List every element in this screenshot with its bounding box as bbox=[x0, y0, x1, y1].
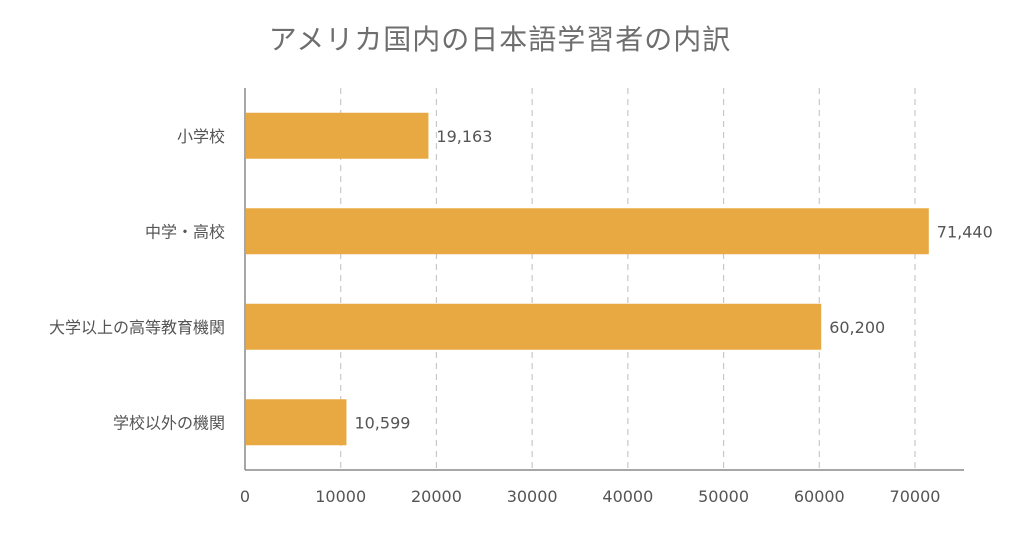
category-label: 小学校 bbox=[177, 127, 225, 146]
x-tick-label: 10000 bbox=[315, 487, 366, 506]
x-tick-label: 50000 bbox=[698, 487, 749, 506]
category-label: 学校以外の機関 bbox=[113, 413, 225, 432]
x-tick-label: 20000 bbox=[411, 487, 462, 506]
bar bbox=[246, 112, 429, 159]
data-label: 71,440 bbox=[937, 222, 993, 241]
chart-title: アメリカ国内の日本語学習者の内訳 bbox=[268, 23, 732, 56]
bar bbox=[246, 303, 822, 350]
x-tick-label: 70000 bbox=[890, 487, 941, 506]
grid-layer bbox=[340, 88, 916, 470]
x-tick-label: 30000 bbox=[507, 487, 558, 506]
category-label: 大学以上の高等教育機関 bbox=[49, 318, 225, 337]
bar bbox=[246, 208, 929, 255]
label-layer: 0 10000 20000 30000 40000 50000 60000 70000 小学校 1… bbox=[49, 127, 993, 506]
bar bbox=[246, 399, 347, 446]
bar-layer bbox=[246, 112, 929, 446]
axis-layer bbox=[244, 88, 964, 471]
category-label: 中学・高校 bbox=[145, 222, 225, 241]
data-label: 10,599 bbox=[354, 413, 410, 432]
data-label: 19,163 bbox=[436, 127, 492, 146]
x-tick-label: 0 bbox=[240, 487, 250, 506]
x-tick-label: 40000 bbox=[602, 487, 653, 506]
data-label: 60,200 bbox=[829, 318, 885, 337]
x-tick-label: 60000 bbox=[794, 487, 845, 506]
